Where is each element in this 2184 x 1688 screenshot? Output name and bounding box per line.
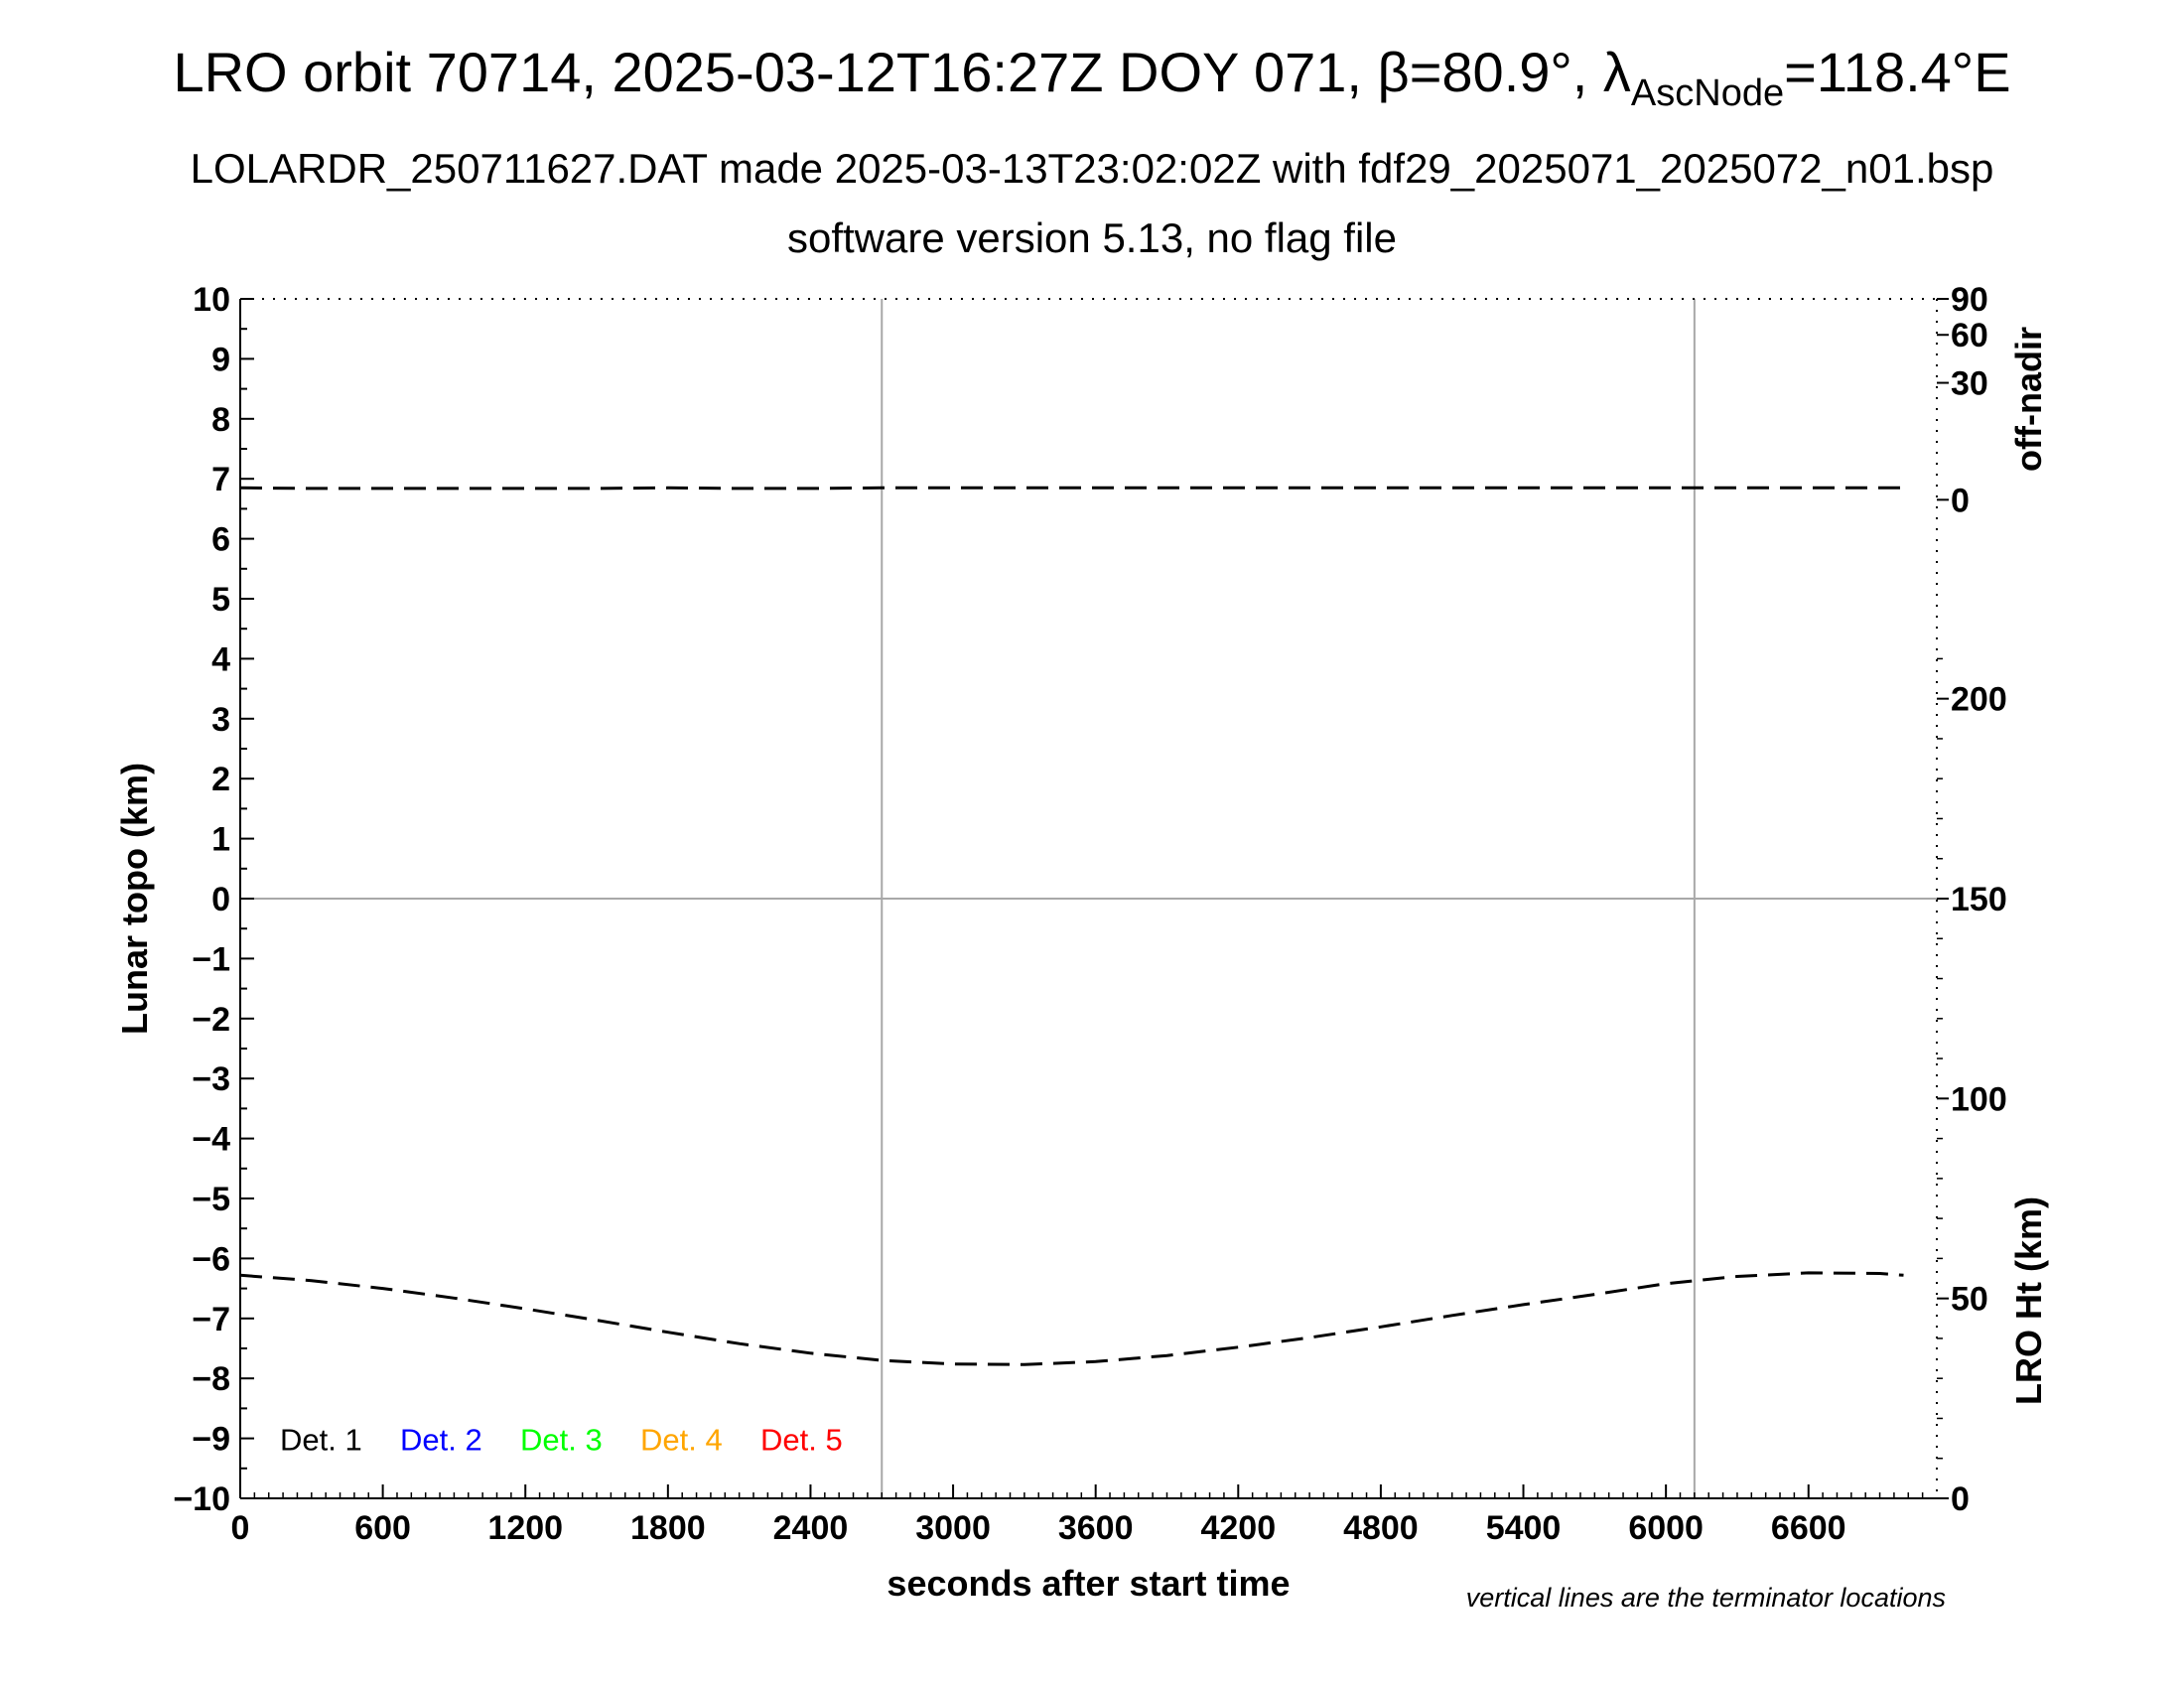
- lroht-tick-label: 150: [1951, 881, 2007, 918]
- lroht-tick-label: 50: [1951, 1281, 1988, 1319]
- y-tick-label: −9: [192, 1421, 230, 1459]
- x-tick-label: 4200: [1200, 1509, 1276, 1547]
- y-tick-label: 7: [211, 461, 230, 498]
- y-tick-label: −5: [192, 1181, 230, 1218]
- y-tick-label: −1: [192, 940, 230, 978]
- y-tick-label: 0: [211, 881, 230, 918]
- x-tick-label: 600: [354, 1509, 411, 1547]
- x-axis-title: seconds after start time: [887, 1563, 1290, 1604]
- legend-entry: Det. 1: [280, 1423, 362, 1458]
- lroht-tick-label: 200: [1951, 681, 2007, 719]
- lroht-axis-title: LRO Ht (km): [2008, 1196, 2049, 1405]
- series-line-1: [239, 486, 1904, 491]
- y-tick-label: 2: [211, 761, 230, 798]
- offnadir-tick-label: 0: [1951, 482, 1970, 519]
- x-tick-label: 1200: [487, 1509, 563, 1547]
- y-tick-label: 8: [211, 401, 230, 439]
- series-line-2: [239, 1271, 1904, 1366]
- x-tick-label: 6000: [1628, 1509, 1704, 1547]
- y-tick-label: −10: [173, 1480, 230, 1518]
- legend-entry: Det. 3: [520, 1423, 603, 1458]
- chart-title-subscript: AscNode: [1630, 72, 1785, 114]
- chart-title-prefix: LRO orbit 70714, 2025-03-12T16:27Z DOY 0…: [173, 41, 1631, 103]
- y-tick-label: 3: [211, 701, 230, 739]
- x-tick-label: 0: [231, 1509, 250, 1547]
- legend-entry: Det. 2: [400, 1423, 482, 1458]
- x-tick-label: 4800: [1343, 1509, 1419, 1547]
- y-tick-label: 6: [211, 521, 230, 559]
- lroht-tick-label: 0: [1951, 1480, 1970, 1518]
- y-tick-label: 9: [211, 341, 230, 378]
- x-tick-label: 1800: [630, 1509, 706, 1547]
- offnadir-tick-label: 30: [1951, 365, 1988, 403]
- x-tick-label: 3600: [1058, 1509, 1134, 1547]
- y-tick-label: 4: [211, 640, 230, 678]
- x-tick-label: 5400: [1486, 1509, 1562, 1547]
- x-tick-label: 6600: [1771, 1509, 1846, 1547]
- offnadir-axis-title: off-nadir: [2008, 327, 2049, 472]
- chart-title: LRO orbit 70714, 2025-03-12T16:27Z DOY 0…: [0, 40, 2184, 112]
- x-tick-label: 2400: [773, 1509, 849, 1547]
- legend-entry: Det. 4: [640, 1423, 723, 1458]
- y-tick-label: −2: [192, 1001, 230, 1039]
- y-tick-label: −6: [192, 1240, 230, 1278]
- x-tick-label: 3000: [915, 1509, 991, 1547]
- y-tick-label: −8: [192, 1360, 230, 1398]
- y-tick-label: 10: [193, 281, 230, 319]
- y-tick-label: 5: [211, 581, 230, 619]
- legend-entry: Det. 5: [760, 1423, 843, 1458]
- chart-title-suffix: =118.4°E: [1784, 41, 2011, 103]
- y-tick-label: 1: [211, 821, 230, 859]
- y-tick-label: −7: [192, 1301, 230, 1338]
- offnadir-tick-label: 60: [1951, 317, 1988, 354]
- y-axis-title: Lunar topo (km): [114, 763, 155, 1035]
- chart-subtitle-file: LOLARDR_250711627.DAT made 2025-03-13T23…: [190, 145, 1994, 192]
- y-tick-label: −4: [192, 1121, 230, 1159]
- chart-subtitle-software: software version 5.13, no flag file: [786, 214, 1397, 261]
- offnadir-tick-label: 90: [1951, 281, 1988, 319]
- lroht-tick-label: 100: [1951, 1080, 2007, 1118]
- terminator-note: vertical lines are the terminator locati…: [1465, 1583, 1946, 1613]
- y-tick-label: −3: [192, 1060, 230, 1098]
